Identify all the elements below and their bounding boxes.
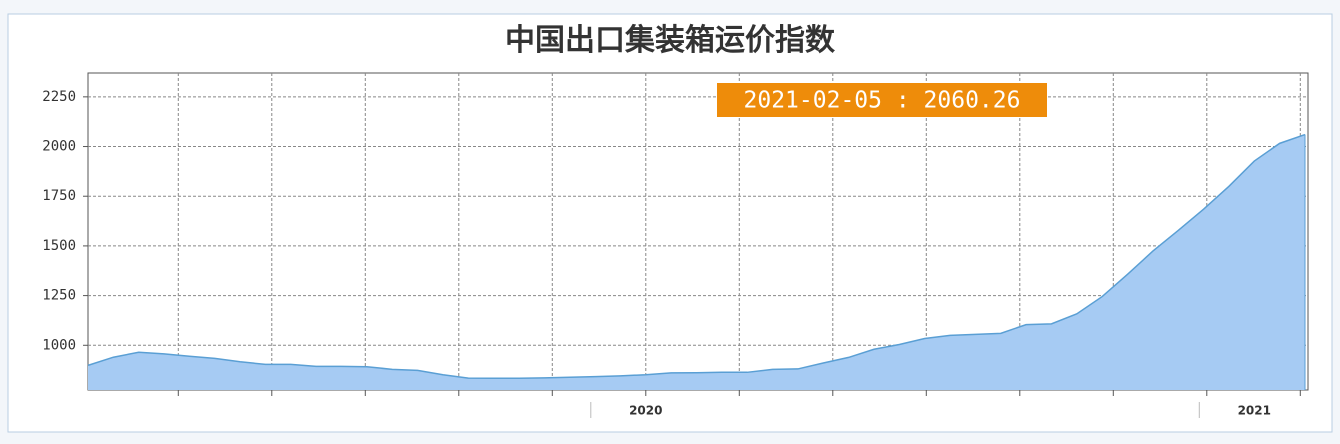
y-tick-label: 2250 [42,89,76,105]
y-tick-label: 1000 [42,337,76,353]
y-tick-label: 1750 [42,188,76,204]
x-tick-label: 2020 [629,404,662,418]
area [88,134,1305,390]
y-tick-label: 1500 [42,238,76,254]
y-tick-label: 1250 [42,288,76,304]
x-tick-label: 2021 [1238,404,1271,418]
y-tick-label: 2000 [42,139,76,155]
annotation-text: 2021-02-05 : 2060.26 [744,88,1021,114]
chart-title: 中国出口集装箱运价指数 [505,23,836,58]
line [87,133,1306,380]
annotation-box [717,83,1047,117]
annotation: 2021-02-05 : 2060.26 [717,83,1047,117]
